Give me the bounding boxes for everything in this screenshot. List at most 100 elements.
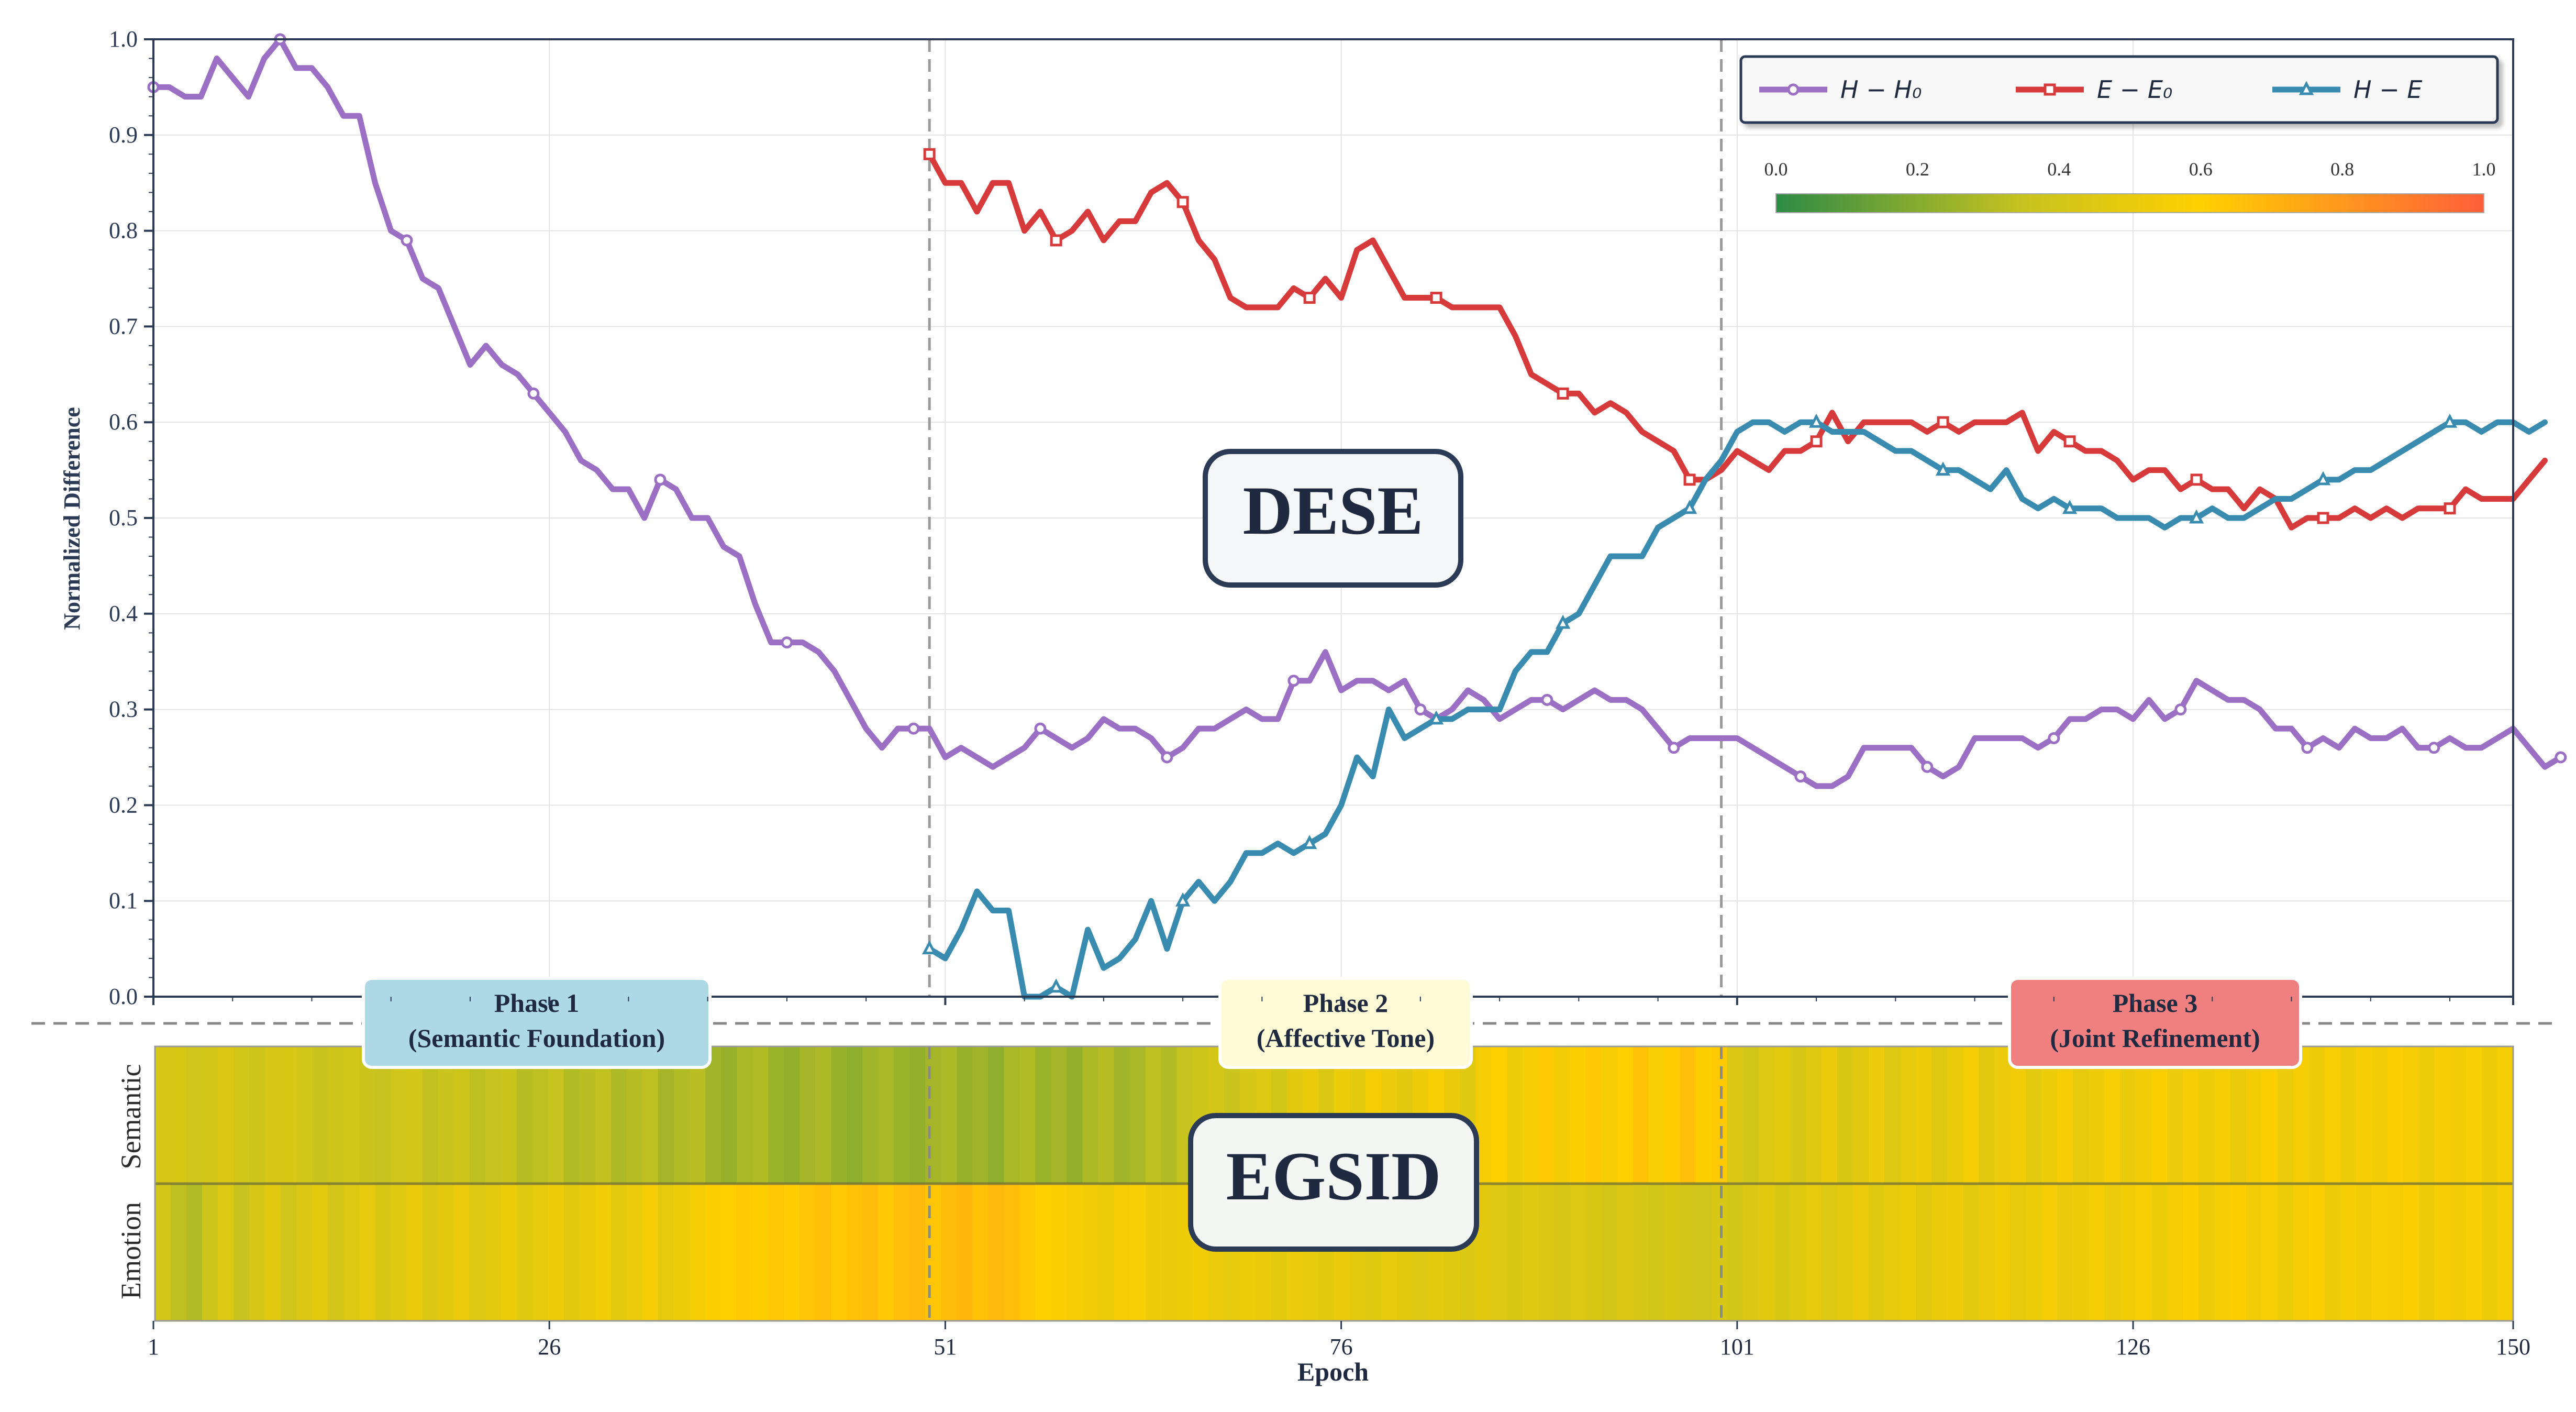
heatmap-cell-emotion [2183,1184,2200,1321]
heatmap-cell-semantic [2089,1046,2105,1184]
heatmap-cell-emotion [1821,1184,1838,1321]
egsid-label-box: EGSID [1188,1113,1479,1252]
heatmap-cell-emotion [1633,1184,1649,1321]
heatmap-cell-semantic [862,1046,879,1184]
heatmap-cell-semantic [1098,1046,1115,1184]
x-axis-label: Epoch [1297,1357,1369,1386]
heatmap-cell-semantic [155,1046,172,1184]
heatmap-cell-emotion [2418,1184,2435,1321]
colorbar-tick-label: 1.0 [2472,159,2496,180]
heatmap-cell-semantic [1711,1046,1728,1184]
heatmap-cell-emotion [2308,1184,2325,1321]
heatmap-cell-semantic [391,1046,407,1184]
heatmap-cell-emotion [1742,1184,1759,1321]
heatmap-cell-emotion [234,1184,250,1321]
heatmap-cell-semantic [1774,1046,1791,1184]
phase-1-subtitle: (Semantic Foundation) [408,1023,665,1053]
heatmap-cell-emotion [1790,1184,1806,1321]
heatmap-cell-emotion [391,1184,407,1321]
y-tick-label: 0.6 [109,409,138,435]
series-3 [922,413,2548,1000]
series-marker [2444,502,2456,515]
series-marker [2190,473,2203,486]
y-tick-label: 1.0 [109,26,138,52]
heatmap-cell-semantic [1868,1046,1885,1184]
heatmap-cell-emotion [626,1184,643,1321]
y-axis-label: Normalized Difference [59,407,85,630]
y-tick-label: 0.3 [109,697,138,722]
heatmap-cell-emotion [1837,1184,1853,1321]
heatmap-cell-semantic [1491,1046,1508,1184]
heatmap-cell-emotion [1727,1184,1744,1321]
heatmap-cell-semantic [736,1046,753,1184]
phase-boundary-lines [928,39,1723,997]
heatmap-cell-semantic [2120,1046,2137,1184]
heatmap-cell-semantic [548,1046,564,1184]
heatmap-cell-emotion [595,1184,612,1321]
heatmap-cell-semantic [1837,1046,1853,1184]
heatmap-cell-semantic [1931,1046,1948,1184]
heatmap-cell-semantic [2073,1046,2090,1184]
heatmap-cell-semantic [1617,1046,1634,1184]
series-marker [527,387,540,400]
heatmap-cell-semantic [2167,1046,2184,1184]
heatmap-cell-semantic [1805,1046,1822,1184]
heatmap-cell-emotion [359,1184,376,1321]
heatmap-cell-semantic [1790,1046,1806,1184]
heatmap-cell-semantic [720,1046,737,1184]
heatmap-cell-semantic [249,1046,266,1184]
series-marker [2301,742,2314,754]
legend-label: H − E [2353,75,2422,104]
heatmap-cell-emotion [1523,1184,1539,1321]
heatmap-cell-emotion [1145,1184,1162,1321]
heatmap-cell-emotion [1585,1184,1602,1321]
heatmap-cell-emotion [1931,1184,1948,1321]
heatmap-cell-emotion [186,1184,203,1321]
heatmap-cell-emotion [328,1184,345,1321]
heatmap-cell-emotion [831,1184,848,1321]
heatmap-cell-semantic [328,1046,345,1184]
heatmap-cell-semantic [595,1046,612,1184]
heatmap-cell-emotion [469,1184,486,1321]
heatmap-cell-emotion [2466,1184,2482,1321]
series-marker [1668,742,1680,754]
heatmap-cell-semantic [1051,1046,1068,1184]
heatmap-cell-semantic [972,1046,989,1184]
heatmap-cell-semantic [673,1046,690,1184]
legend-marker [2044,83,2056,96]
heatmap-cell-semantic [2340,1046,2357,1184]
series-marker [1682,500,1697,514]
series-marker [907,722,920,735]
heatmap-cell-semantic [658,1046,674,1184]
heatmap-cell-emotion [1538,1184,1555,1321]
colorbar-tick-label: 0.6 [2189,159,2213,180]
heatmap-cell-semantic [988,1046,1005,1184]
heatmap-cell-semantic [878,1046,895,1184]
heatmap-cell-emotion [1695,1184,1712,1321]
colorbar-tick-label: 0.8 [2330,159,2354,180]
legend-marker [2299,81,2314,95]
heatmap-cell-semantic [2387,1046,2404,1184]
heatmap-cell-semantic [171,1046,187,1184]
row-label-emotion: Emotion [115,1202,147,1299]
heatmap-cell-emotion [1774,1184,1791,1321]
legend-entry: H − H₀ [1759,75,1922,104]
heatmap-cell-semantic [1145,1046,1162,1184]
x-axis-ticks: 1 26 51 76 101 126 150 [148,997,2530,1360]
heatmap-cell-semantic [1129,1046,1146,1184]
series-marker [1810,435,1823,448]
series-marker [1287,675,1300,687]
heatmap-cell-emotion [1884,1184,1901,1321]
heatmap-cell-emotion [218,1184,235,1321]
series-marker [1050,234,1062,247]
series-marker [1034,722,1047,735]
heatmap-cell-emotion [1648,1184,1665,1321]
x-tick-label: 1 [148,1334,159,1360]
heatmap-cell-emotion [2371,1184,2388,1321]
heatmap-cell-semantic [768,1046,785,1184]
heatmap-cell-emotion [406,1184,423,1321]
heatmap-cell-semantic [800,1046,816,1184]
heatmap-cell-semantic [2356,1046,2372,1184]
heatmap-cell-semantic [406,1046,423,1184]
series-marker [1428,710,1444,725]
